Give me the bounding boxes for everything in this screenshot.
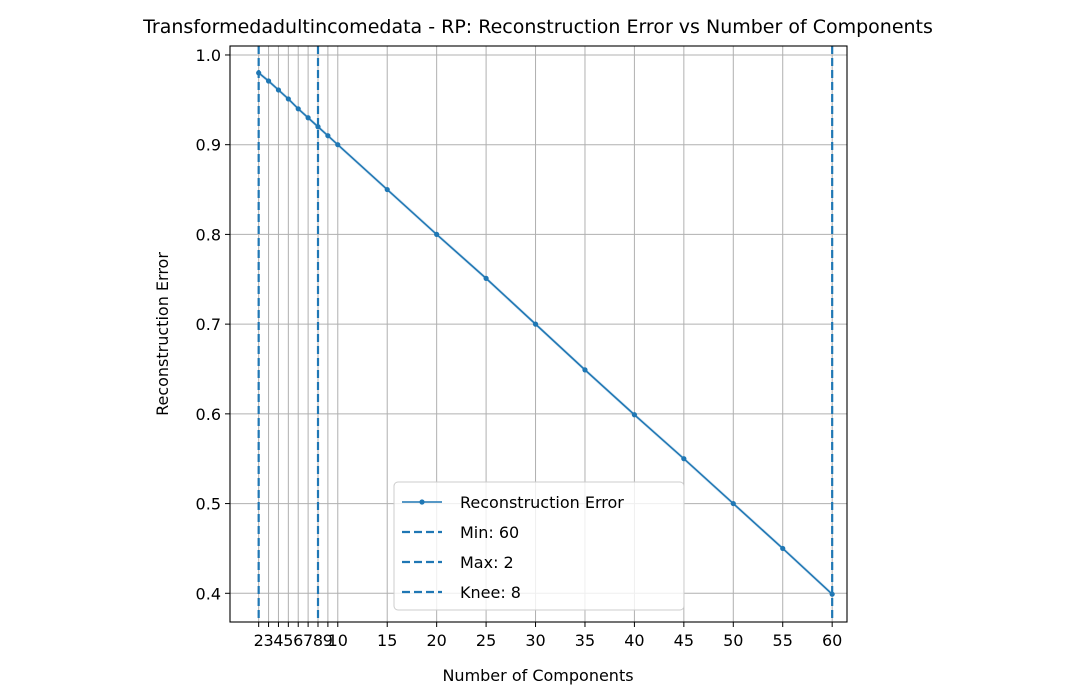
data-point [285,96,291,102]
x-tick-label: 3 [263,631,273,650]
data-point [335,142,341,148]
x-tick-label: 25 [476,631,496,650]
y-tick-label: 0.6 [196,405,221,424]
data-point [305,115,311,121]
x-axis-label: Number of Components [442,666,633,685]
legend-marker [419,499,425,505]
data-point [275,87,282,93]
x-tick-label: 30 [525,631,545,650]
data-point [315,124,321,130]
data-point [384,186,390,193]
legend-box [393,481,685,611]
data-point [256,70,262,76]
x-tick-label: 50 [723,631,743,650]
x-tick-label: 55 [773,631,793,650]
legend-label: Reconstruction Error [460,493,624,512]
x-tick-label: 2 [254,631,264,650]
legend: Reconstruction Error Min: 60 Max: 2 Knee: 8 [393,481,685,611]
legend-label: Max: 2 [460,553,514,572]
data-point [780,545,786,552]
data-point [434,231,440,238]
data-point [483,275,489,281]
chart-title: Transformedadultincomedata - RP: Reconst… [142,16,933,38]
x-tick-label: 8 [313,631,323,650]
x-tick-label: 20 [426,631,446,650]
y-tick-label: 0.7 [196,315,221,334]
legend-label: Knee: 8 [460,583,521,602]
x-tick-label: 7 [303,631,313,650]
y-tick-label: 1.0 [196,46,221,65]
x-tick-label: 35 [575,631,595,650]
x-axis: 2 3 4 5 6 7 8 910 15 20 25 30 35 40 45 50 55 60 [254,622,842,650]
x-tick-label: 6 [293,631,303,650]
y-axis: 0.4 0.5 0.6 0.7 0.8 0.9 1.0 [196,46,230,603]
x-tick-label: 15 [377,631,397,650]
data-point [325,133,331,139]
x-tick-label: 5 [283,631,293,650]
y-tick-label: 0.8 [196,225,221,244]
vertical-lines [257,46,834,622]
data-point [829,591,835,597]
x-tick-label: 10 [328,631,348,650]
y-tick-label: 0.9 [196,136,221,155]
data-point [730,500,736,507]
plot-frame [229,45,848,623]
x-tick-label: 4 [273,631,283,650]
y-tick-label: 0.5 [196,495,221,514]
data-point [265,78,272,84]
plot-area [229,45,848,623]
data-point [681,456,687,462]
series-points [256,70,835,597]
y-axis-label: Reconstruction Error [153,252,172,416]
data-point [582,367,588,373]
x-tick-label: 9 [323,631,333,650]
x-tick-label: 60 [822,631,842,650]
x-tick-label: 40 [624,631,644,650]
y-tick-label: 0.4 [196,584,221,603]
legend-label: Min: 60 [460,523,519,542]
x-tick-label: 45 [674,631,694,650]
data-point [631,412,638,418]
data-point [532,321,539,327]
data-point [295,106,301,112]
